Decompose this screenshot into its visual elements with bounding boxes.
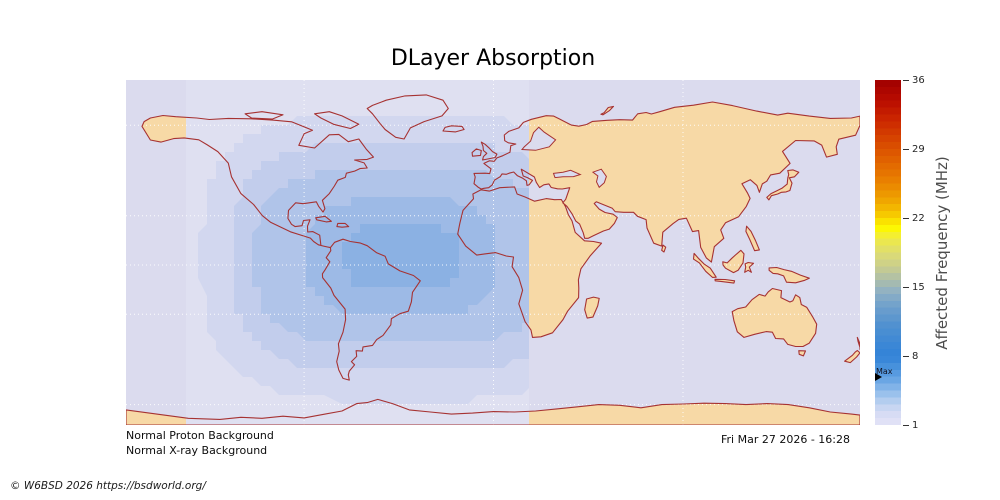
colorbar-max-marker: Max (876, 367, 902, 376)
max-label: Max (876, 367, 893, 376)
colorbar-tick-mark (903, 149, 909, 150)
absorption-level-5 (342, 224, 459, 287)
lakes-layer (520, 126, 607, 189)
colorbar-tick-label: 8 (912, 350, 919, 362)
colorbar-tick-mark (903, 80, 909, 81)
colorbar-tick-label: 29 (912, 143, 925, 155)
colorbar-tick-label: 1 (912, 419, 919, 431)
map-timestamp: Fri Mar 27 2026 - 16:28 (720, 433, 850, 446)
colorbar-tick-mark (903, 218, 909, 219)
world-map (125, 80, 861, 426)
colorbar-axis-label-text: Affected Frequency (MHz) (933, 155, 951, 350)
copyright-notice: © W6BSD 2026 https://bsdworld.org/ (10, 480, 206, 492)
absorption-contours (198, 116, 529, 404)
colorbar-tick-label: 15 (912, 281, 925, 293)
colorbar-axis-label: Affected Frequency (MHz) (922, 80, 962, 425)
colorbar-tick-mark (903, 425, 909, 426)
colorbar-tick-label: 36 (912, 74, 925, 86)
proton-status: Normal Proton Background (126, 429, 274, 442)
colorbar (875, 80, 901, 425)
xray-status: Normal X-ray Background (126, 444, 268, 457)
page-title: DLayer Absorption (390, 46, 596, 71)
colorbar-tick-label: 22 (912, 212, 925, 224)
world-map-svg (125, 80, 861, 426)
colorbar-tick-mark (903, 287, 909, 288)
colorbar-tick-mark (903, 356, 909, 357)
